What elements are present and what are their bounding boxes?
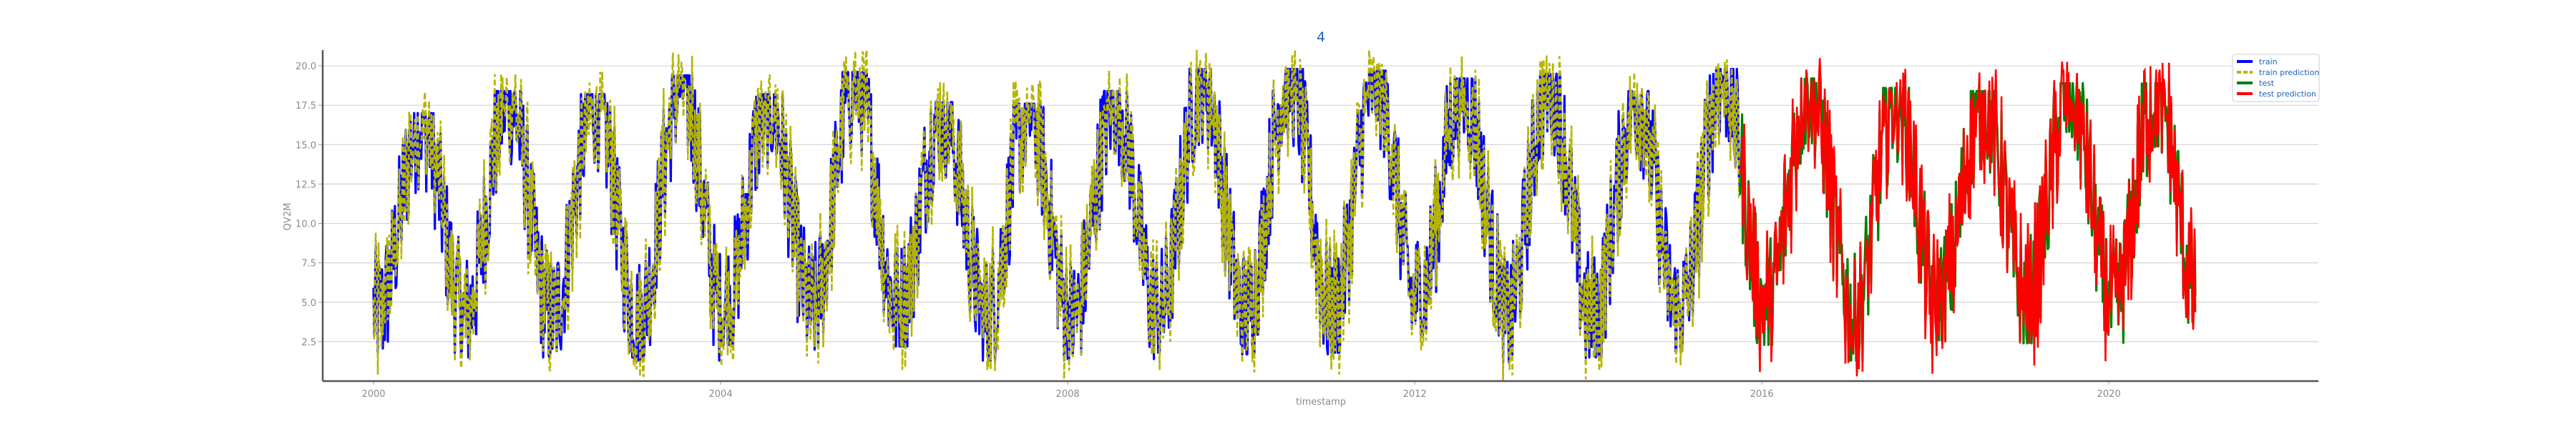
legend-label: test <box>2259 79 2275 88</box>
series-train-prediction-line <box>372 49 1741 380</box>
y-axis-label: QV2M <box>283 203 293 231</box>
y-tick-label: 7.5 <box>301 259 316 270</box>
x-tick-label: 2012 <box>1403 389 1427 400</box>
y-tick-label: 2.5 <box>301 337 316 348</box>
series-train-line <box>372 67 1741 364</box>
axes <box>318 50 2318 385</box>
x-tick-label: 2004 <box>709 389 733 400</box>
x-axis-label: timestamp <box>1296 397 1346 408</box>
y-tick-label: 12.5 <box>296 179 316 190</box>
y-tick-label: 10.0 <box>296 220 316 230</box>
tick-labels: 2.5 5.0 7.5 10.0 12.5 15.0 17.5 20.0 2000 2004 200… <box>296 61 2121 400</box>
series-test-prediction-line <box>1739 58 2197 377</box>
y-tick-label: 20.0 <box>296 61 316 72</box>
plot-series <box>372 49 2197 380</box>
x-tick-label: 2016 <box>1750 389 1774 400</box>
chart-title: 4 <box>1317 29 1325 45</box>
x-tick-label: 2008 <box>1056 389 1080 400</box>
x-tick-label: 2000 <box>361 389 385 400</box>
y-tick-label: 15.0 <box>296 140 316 151</box>
legend-label: train prediction <box>2259 68 2319 77</box>
legend-label: test prediction <box>2259 89 2316 99</box>
x-tick-label: 2020 <box>2097 389 2121 400</box>
legend-box <box>2232 54 2320 102</box>
y-tick-label: 5.0 <box>301 298 316 309</box>
y-tick-label: 17.5 <box>296 101 316 112</box>
legend-label: train <box>2259 57 2278 66</box>
